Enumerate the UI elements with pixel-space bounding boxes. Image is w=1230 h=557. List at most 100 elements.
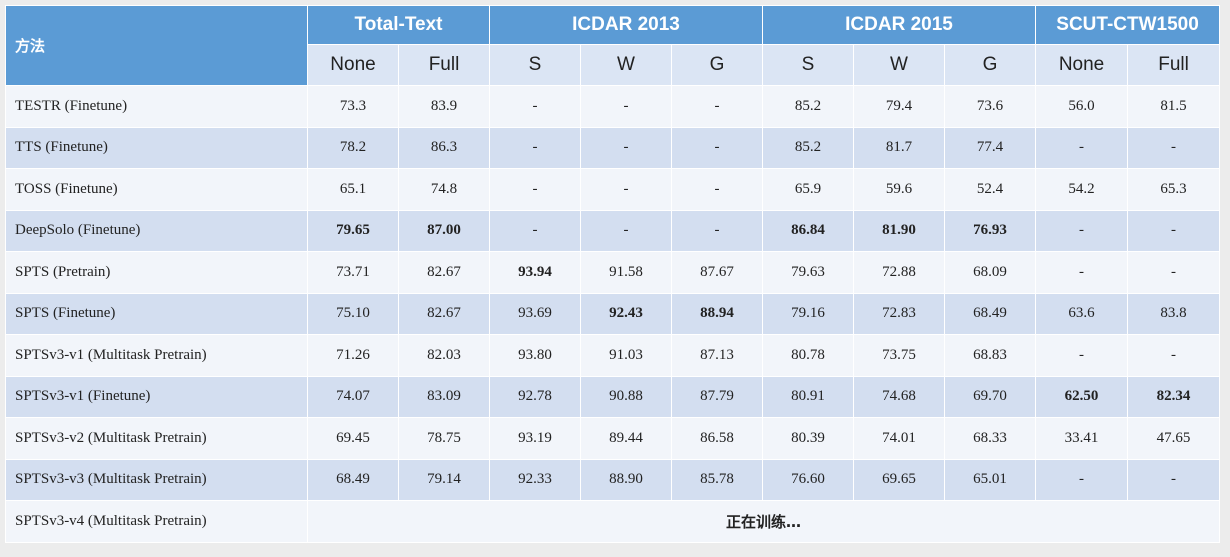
value-cell: 75.10: [307, 292, 399, 335]
value-cell: 62.50: [1035, 375, 1129, 418]
value-cell: 81.7: [853, 126, 946, 169]
value-cell: 68.49: [944, 292, 1037, 335]
column-header: W: [853, 44, 946, 86]
value-cell: 91.58: [580, 251, 672, 294]
value-cell: 93.80: [489, 334, 581, 377]
value-cell: -: [1035, 251, 1129, 294]
method-name-cell: SPTS (Finetune): [5, 292, 308, 335]
value-cell: 74.07: [307, 375, 399, 418]
value-cell: -: [1035, 458, 1129, 501]
value-cell: 86.58: [670, 417, 764, 460]
value-cell: -: [580, 209, 672, 252]
value-cell: 73.71: [307, 251, 399, 294]
method-name-cell: TOSS (Finetune): [5, 168, 308, 211]
value-cell: 93.94: [489, 251, 581, 294]
value-cell: -: [580, 85, 672, 128]
value-cell: -: [1127, 209, 1221, 252]
table-row: TOSS (Finetune) 65.1 74.8- - -65.9 59.6 52.4 54…: [5, 168, 1221, 211]
value-cell: 82.67: [398, 292, 490, 335]
value-cell: 54.2: [1035, 168, 1129, 211]
value-cell: -: [489, 85, 581, 128]
method-name-cell: SPTS (Pretrain): [5, 251, 308, 294]
value-cell: 69.45: [307, 417, 399, 460]
value-cell: -: [489, 126, 581, 169]
value-cell: 52.4: [944, 168, 1037, 211]
value-cell: 88.94: [670, 292, 764, 335]
value-cell: 83.9: [398, 85, 490, 128]
column-header: None: [1035, 44, 1129, 86]
value-cell: 92.78: [489, 375, 581, 418]
method-name-cell: TTS (Finetune): [5, 126, 308, 169]
value-cell: 89.44: [580, 417, 672, 460]
value-cell: 81.90: [853, 209, 946, 252]
value-cell: 80.78: [762, 334, 855, 377]
table-row: SPTSv3-v4 (Multitask Pretrain) 正在训练…: [5, 500, 1221, 543]
value-cell: 65.3: [1127, 168, 1221, 211]
value-cell: 73.3: [307, 85, 399, 128]
results-table-container: 方法 Total-Text ICDAR 2013 ICDAR 2015 SCUT-CT…: [5, 5, 1221, 543]
value-cell: 90.88: [580, 375, 672, 418]
value-cell: 65.1: [307, 168, 399, 211]
column-header: W: [580, 44, 672, 86]
value-cell: 86.84: [762, 209, 855, 252]
table-row: SPTS (Pretrain) 73.71 82.67 93.94 91.58 87.67…: [5, 251, 1221, 294]
value-cell: -: [1035, 209, 1129, 252]
value-cell: -: [670, 126, 764, 169]
value-cell: 80.91: [762, 375, 855, 418]
value-cell: 68.33: [944, 417, 1037, 460]
value-cell: -: [489, 168, 581, 211]
value-cell: 47.65: [1127, 417, 1221, 460]
method-name-cell: SPTSv3-v1 (Multitask Pretrain): [5, 334, 308, 377]
value-cell: -: [670, 209, 764, 252]
value-cell: 65.9: [762, 168, 855, 211]
value-cell: 88.90: [580, 458, 672, 501]
value-cell: 65.01: [944, 458, 1037, 501]
method-name-cell: SPTSv3-v3 (Multitask Pretrain): [5, 458, 308, 501]
value-cell: 69.70: [944, 375, 1037, 418]
value-cell: 77.4: [944, 126, 1037, 169]
value-cell: -: [489, 209, 581, 252]
value-cell: -: [1035, 334, 1129, 377]
table-row: SPTS (Finetune) 75.10 82.67 93.69 92.43 88.94…: [5, 292, 1221, 335]
value-cell: 59.6: [853, 168, 946, 211]
value-cell: -: [1127, 458, 1221, 501]
value-cell: 68.83: [944, 334, 1037, 377]
value-cell: 78.2: [307, 126, 399, 169]
group-header-row: 方法 Total-Text ICDAR 2013 ICDAR 2015 SCUT-CT…: [5, 5, 1221, 86]
column-header-row: None Full S W G S W G None Full: [6, 44, 1221, 86]
value-cell: 82.67: [398, 251, 490, 294]
value-cell: 80.39: [762, 417, 855, 460]
value-cell: 85.2: [762, 126, 855, 169]
column-header: G: [670, 44, 764, 86]
value-cell: 63.6: [1035, 292, 1129, 335]
value-cell: 85.78: [670, 458, 764, 501]
value-cell: -: [580, 168, 672, 211]
value-cell: 83.8: [1127, 292, 1221, 335]
method-name-cell: SPTSv3-v1 (Finetune): [5, 375, 308, 418]
value-cell: 69.65: [853, 458, 946, 501]
value-cell: -: [1035, 126, 1129, 169]
column-header: None: [307, 44, 399, 86]
value-cell: 74.01: [853, 417, 946, 460]
group-header: Total-Text: [307, 5, 490, 45]
value-cell: 85.2: [762, 85, 855, 128]
value-cell: 73.75: [853, 334, 946, 377]
value-cell: 79.63: [762, 251, 855, 294]
table-row: SPTSv3-v1 (Finetune) 74.07 83.09 92.78 90.88…: [5, 375, 1221, 418]
value-cell: 92.43: [580, 292, 672, 335]
value-cell: 78.75: [398, 417, 490, 460]
value-cell: 72.83: [853, 292, 946, 335]
value-cell: 81.5: [1127, 85, 1221, 128]
value-cell: 68.09: [944, 251, 1037, 294]
value-cell: 87.00: [398, 209, 490, 252]
table-row: TESTR (Finetune) 73.3 83.9- - -85.2 79.4 73.6 5…: [5, 85, 1221, 128]
value-cell: -: [670, 85, 764, 128]
column-header: Full: [398, 44, 490, 86]
value-cell: 91.03: [580, 334, 672, 377]
value-cell: 92.33: [489, 458, 581, 501]
group-header: ICDAR 2013: [488, 5, 764, 45]
table-row: DeepSolo (Finetune) 79.65 87.00- - -86.84 81.…: [5, 209, 1221, 252]
table-body: TESTR (Finetune) 73.3 83.9- - -85.2 79.4 73.6 5…: [5, 85, 1221, 543]
results-table: 方法 Total-Text ICDAR 2013 ICDAR 2015 SCUT-CT…: [5, 5, 1221, 543]
value-cell: 33.41: [1035, 417, 1129, 460]
